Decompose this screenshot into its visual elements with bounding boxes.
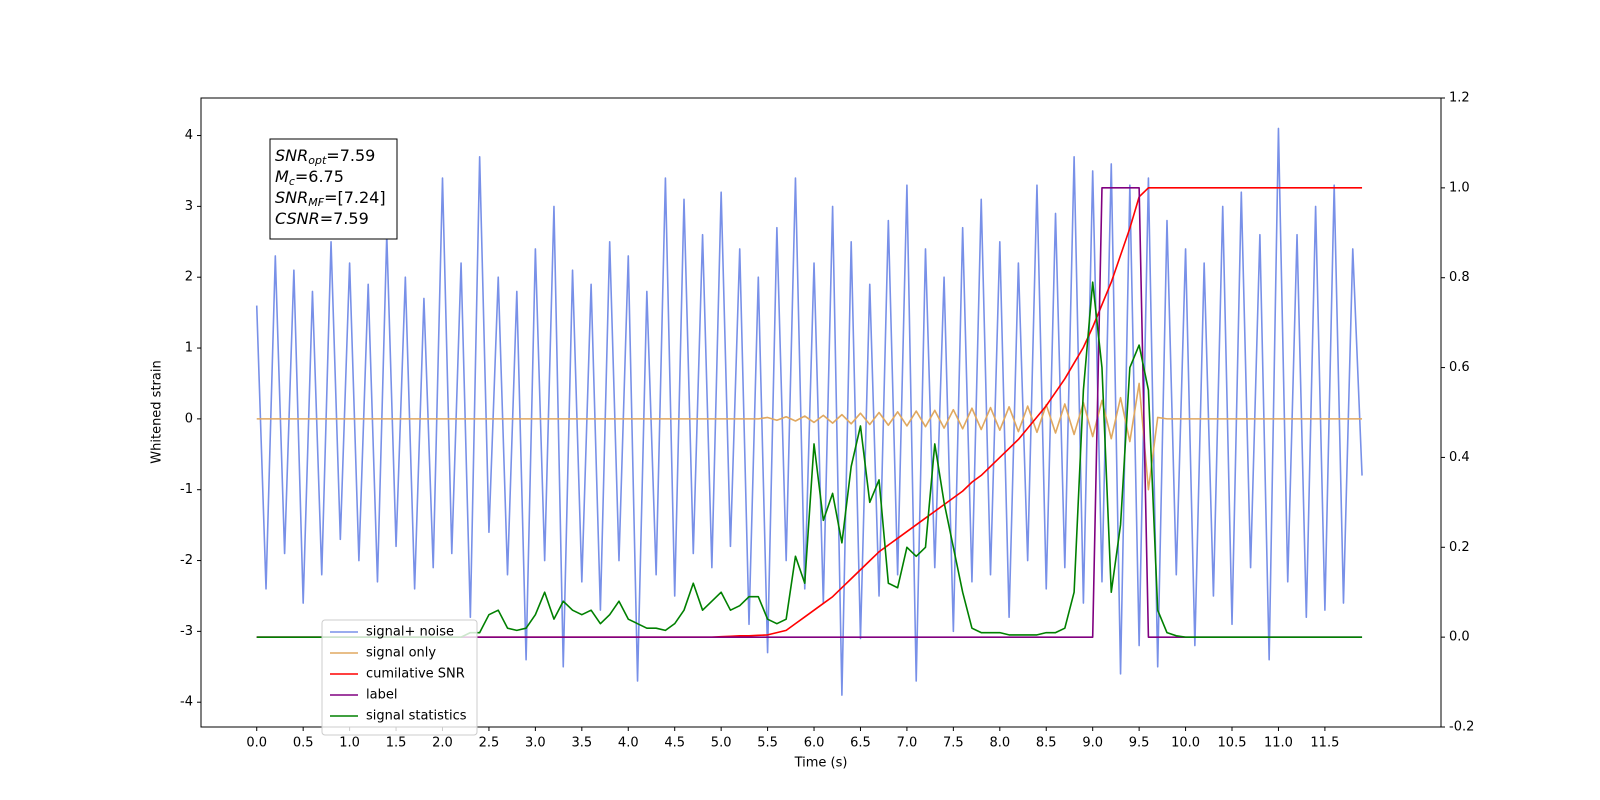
x-tick-label: 2.0 [432, 736, 453, 751]
x-tick-label: 10.0 [1171, 736, 1200, 751]
y2-tick-label: 1.2 [1449, 91, 1470, 106]
x-tick-label: 10.5 [1218, 736, 1247, 751]
x-tick-label: 5.5 [757, 736, 778, 751]
axes-frame [200, 97, 1442, 728]
y-axis-label: Whitened strain [150, 360, 165, 463]
y2-tick-label: 0.6 [1449, 360, 1470, 375]
x-tick-label: 7.5 [943, 736, 964, 751]
legend: signal+ noise signal only cumilative SNR la… [321, 619, 478, 736]
legend-label: signal only [366, 646, 436, 661]
annotation-value: =7.59 [320, 209, 369, 228]
x-tick-label: 8.5 [1036, 736, 1057, 751]
x-tick-label: 5.0 [711, 736, 732, 751]
y-tick-label: -2 [180, 553, 193, 568]
legend-label: signal+ noise [366, 625, 454, 640]
legend-label: signal statistics [366, 709, 467, 724]
x-tick-label: 6.5 [850, 736, 871, 751]
y-tick-label: 3 [185, 199, 193, 214]
x-tick-label: 4.5 [664, 736, 685, 751]
y-tick-label: 1 [185, 341, 193, 356]
annotation-text: CSNR=7.59 [275, 209, 369, 228]
series-line [255, 127, 1363, 696]
y-tick-label: 2 [185, 270, 193, 285]
annotation-symbol: SNR [275, 188, 308, 207]
plot-area [255, 127, 1363, 696]
legend-frame [321, 619, 478, 736]
y2-tick-label: 0.0 [1449, 630, 1470, 645]
x-tick-label: 4.0 [618, 736, 639, 751]
x-tick-label: 0.5 [293, 736, 314, 751]
annotation-symbol: SNR [275, 146, 308, 165]
x-tick-label: 0.0 [246, 736, 267, 751]
series-line [256, 382, 1363, 491]
annotation-subscript: opt [308, 154, 327, 167]
annotation-symbol: CSNR [275, 209, 320, 228]
annotation-subscript: MF [308, 196, 324, 209]
x-tick-label: 9.0 [1082, 736, 1103, 751]
x-tick-label: 2.5 [479, 736, 500, 751]
y-tick-label: 4 [185, 128, 193, 143]
y2-tick-label: 0.4 [1449, 450, 1470, 465]
annotation-value: =[7.24] [324, 188, 386, 207]
y-tick-label: -1 [180, 482, 193, 497]
x-tick-label: 9.5 [1129, 736, 1150, 751]
y2-tick-label: 0.2 [1449, 540, 1470, 555]
x-tick-label: 11.0 [1264, 736, 1293, 751]
legend-label: cumilative SNR [366, 667, 465, 682]
x-tick-label: 1.5 [386, 736, 407, 751]
x-tick-label: 1.0 [339, 736, 360, 751]
annotation-symbol: M [275, 167, 289, 186]
annotation-subscript: c [289, 175, 295, 188]
x-tick-label: 3.0 [525, 736, 546, 751]
annotation-text: Mc=6.75 [275, 167, 344, 189]
y-tick-label: -3 [180, 624, 193, 639]
y2-tick-label: 1.0 [1449, 180, 1470, 195]
y-tick-label: 0 [185, 411, 193, 426]
y2-tick-label: 0.8 [1449, 270, 1470, 285]
annotation-text: SNRMF=[7.24] [275, 188, 386, 210]
x-tick-label: 6.0 [804, 736, 825, 751]
y-tick-label: -4 [180, 695, 193, 710]
x-tick-label: 11.5 [1310, 736, 1339, 751]
annotation-text: SNRopt=7.59 [275, 146, 375, 168]
annotation-value: =7.59 [326, 146, 375, 165]
annotation-value: =6.75 [295, 167, 344, 186]
x-tick-label: 7.0 [897, 736, 918, 751]
y2-tick-label: -0.2 [1449, 720, 1474, 735]
x-tick-label: 3.5 [571, 736, 592, 751]
legend-label: label [366, 688, 397, 703]
x-axis-label: Time (s) [794, 756, 848, 771]
annotation-frame [269, 138, 398, 240]
x-tick-label: 8.0 [989, 736, 1010, 751]
